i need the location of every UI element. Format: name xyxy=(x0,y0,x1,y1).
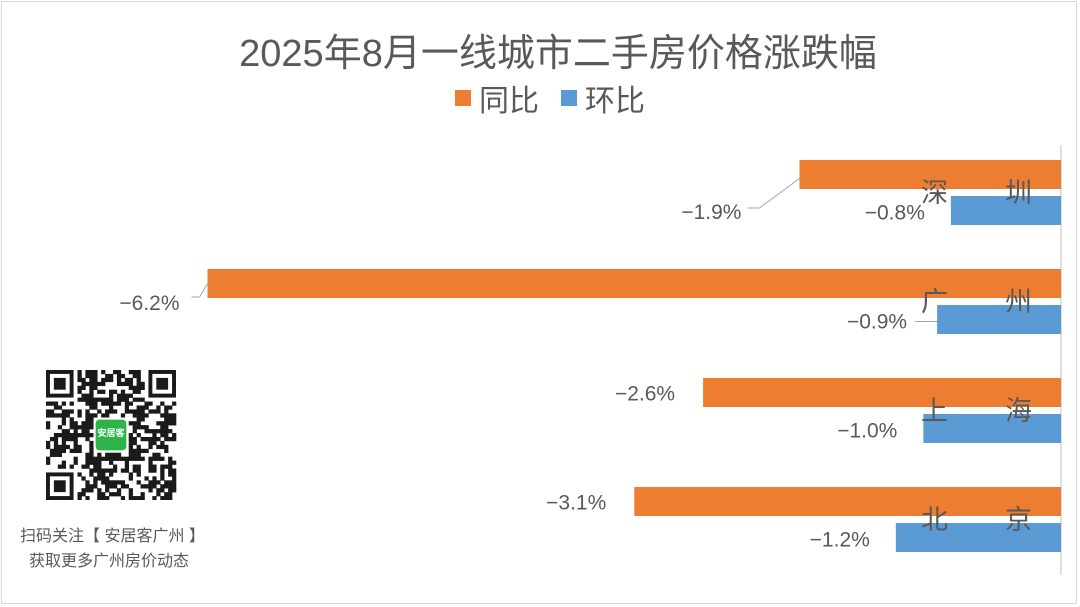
bar-yoy-1 xyxy=(207,269,1061,298)
data-label-mom-2: −1.0% xyxy=(837,420,897,443)
data-label-yoy-0: −1.9% xyxy=(681,201,741,224)
data-label-yoy-3: −3.1% xyxy=(546,492,606,515)
data-label-mom-1: −0.9% xyxy=(847,311,907,334)
data-label-yoy-1: −6.2% xyxy=(119,292,179,315)
bar-yoy-2 xyxy=(703,378,1061,407)
legend-swatch-mom xyxy=(561,90,577,106)
legend-label-yoy: 同比 xyxy=(479,85,539,118)
data-label-yoy-2: −2.6% xyxy=(615,383,675,406)
legend-item-mom: 环比 xyxy=(561,76,645,120)
bar-mom-3 xyxy=(895,523,1061,552)
category-label-0: 深 圳 xyxy=(921,178,1033,209)
legend-item-yoy: 同比 xyxy=(455,76,539,120)
category-label-3: 北 京 xyxy=(921,505,1033,536)
chart-title: 2025年8月一线城市二手房价格涨跌幅 xyxy=(239,33,877,75)
bar-mom-1 xyxy=(937,305,1061,334)
data-label-mom-0: −0.8% xyxy=(865,202,925,225)
bar-mom-2 xyxy=(923,414,1061,443)
qr-caption-line2: 获取更多广州房价动态 xyxy=(29,553,190,570)
qr-code[interactable]: 安居客 xyxy=(42,370,180,501)
legend: 同比 环比 xyxy=(0,76,1080,120)
bar-yoy-0 xyxy=(799,160,1061,189)
qr-caption: 扫码关注【 安居客广州 】 获取更多广州房价动态 xyxy=(20,524,205,574)
bar-yoy-3 xyxy=(634,487,1061,516)
data-label-mom-3: −1.2% xyxy=(810,529,870,552)
leader-line-yoy-0 xyxy=(747,178,800,209)
legend-swatch-yoy xyxy=(455,90,471,106)
legend-label-mom: 环比 xyxy=(585,85,645,118)
qr-caption-line1: 扫码关注【 安居客广州 】 xyxy=(20,528,205,545)
category-label-1: 广 州 xyxy=(921,287,1033,318)
category-label-2: 上 海 xyxy=(921,396,1033,427)
qr-logo-label: 安居客 xyxy=(97,427,125,439)
leader-line-yoy-1 xyxy=(191,283,208,298)
qr-code-image: 安居客 xyxy=(46,370,177,501)
anjuke-logo-icon xyxy=(95,419,127,451)
bar-mom-0 xyxy=(950,196,1061,225)
